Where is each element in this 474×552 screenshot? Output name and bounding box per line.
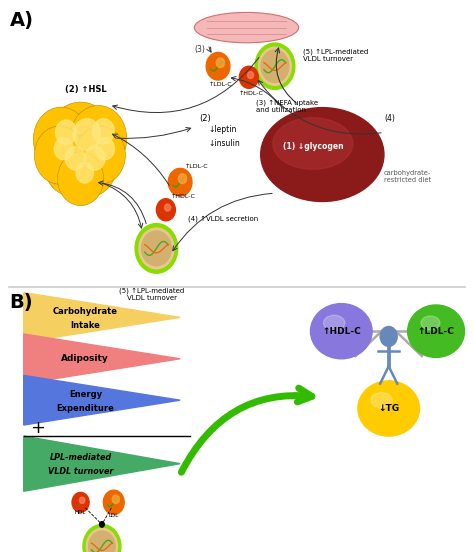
Text: VLDL turnover: VLDL turnover: [48, 468, 113, 476]
Text: Expenditure: Expenditure: [56, 404, 114, 413]
Circle shape: [100, 522, 104, 527]
Circle shape: [45, 102, 116, 185]
Text: Adiposity: Adiposity: [62, 354, 109, 363]
Text: LDL: LDL: [109, 513, 119, 518]
Circle shape: [259, 47, 291, 85]
Text: ↑HDL-C: ↑HDL-C: [171, 194, 195, 199]
Text: ↑HDL-C: ↑HDL-C: [322, 327, 361, 336]
Text: ↓leptin: ↓leptin: [209, 125, 237, 135]
Text: carbohydrate-
restricted diet: carbohydrate- restricted diet: [384, 170, 431, 183]
Text: (2): (2): [199, 114, 211, 124]
Circle shape: [164, 204, 171, 211]
Text: ↑LDL-C: ↑LDL-C: [209, 82, 232, 87]
Circle shape: [156, 199, 175, 221]
Circle shape: [33, 107, 89, 172]
Circle shape: [92, 119, 114, 144]
Circle shape: [135, 224, 178, 273]
Text: (3): (3): [194, 45, 205, 55]
Ellipse shape: [194, 12, 299, 43]
Text: Carbohydrate: Carbohydrate: [53, 307, 118, 316]
Circle shape: [168, 168, 192, 196]
Circle shape: [216, 58, 225, 67]
Ellipse shape: [323, 315, 345, 331]
Text: ↑LDL-C: ↑LDL-C: [185, 164, 209, 169]
Text: +: +: [30, 419, 46, 437]
Circle shape: [239, 66, 258, 88]
Polygon shape: [24, 334, 180, 384]
Text: Intake: Intake: [70, 321, 100, 330]
Circle shape: [45, 134, 97, 196]
Circle shape: [83, 524, 121, 552]
Ellipse shape: [408, 305, 465, 358]
Circle shape: [84, 146, 105, 170]
Circle shape: [73, 119, 100, 150]
Polygon shape: [24, 375, 180, 425]
Circle shape: [261, 50, 289, 82]
Circle shape: [79, 497, 85, 503]
Circle shape: [75, 126, 125, 184]
Circle shape: [255, 43, 295, 89]
Text: (4) ↑VLDL secretion: (4) ↑VLDL secretion: [188, 216, 258, 222]
Circle shape: [103, 490, 124, 514]
Ellipse shape: [310, 304, 372, 359]
Text: LPL-mediated: LPL-mediated: [49, 453, 112, 461]
Circle shape: [76, 162, 93, 183]
Text: (5) ↑LPL-mediated
VLDL turnover: (5) ↑LPL-mediated VLDL turnover: [119, 287, 184, 301]
Polygon shape: [24, 436, 180, 491]
Text: HDL: HDL: [75, 511, 86, 516]
Text: ↓TG: ↓TG: [378, 404, 399, 413]
Circle shape: [72, 492, 89, 512]
Text: ↓insulin: ↓insulin: [209, 139, 240, 148]
Circle shape: [89, 531, 115, 552]
Circle shape: [247, 72, 254, 78]
Circle shape: [139, 228, 174, 269]
Text: (4): (4): [384, 114, 395, 124]
Circle shape: [70, 105, 127, 172]
Circle shape: [206, 52, 230, 80]
Circle shape: [57, 152, 104, 206]
Ellipse shape: [261, 108, 384, 201]
Ellipse shape: [421, 316, 440, 330]
Text: B): B): [9, 293, 33, 311]
Circle shape: [86, 528, 118, 552]
Ellipse shape: [358, 381, 419, 436]
Circle shape: [65, 147, 85, 170]
Text: (1) ↓glycogen: (1) ↓glycogen: [283, 142, 343, 151]
Ellipse shape: [273, 118, 353, 169]
Circle shape: [55, 120, 77, 145]
Circle shape: [141, 231, 172, 266]
Circle shape: [96, 137, 114, 160]
Circle shape: [54, 137, 73, 160]
Text: ↑LDL-C: ↑LDL-C: [418, 327, 455, 336]
Circle shape: [112, 495, 119, 503]
Text: Energy: Energy: [69, 390, 102, 399]
Ellipse shape: [371, 392, 392, 408]
Text: (5) ↑LPL-mediated
VLDL turnover: (5) ↑LPL-mediated VLDL turnover: [303, 49, 369, 62]
Text: A): A): [9, 11, 34, 30]
Circle shape: [178, 174, 187, 183]
Circle shape: [380, 326, 397, 347]
Circle shape: [63, 134, 117, 197]
Text: (3) ↑NEFA uptake
and utilization: (3) ↑NEFA uptake and utilization: [256, 99, 318, 113]
Circle shape: [34, 126, 84, 184]
Polygon shape: [24, 293, 180, 342]
Text: ↑HDL-C: ↑HDL-C: [239, 91, 264, 96]
Text: (2) ↑HSL: (2) ↑HSL: [64, 85, 106, 94]
